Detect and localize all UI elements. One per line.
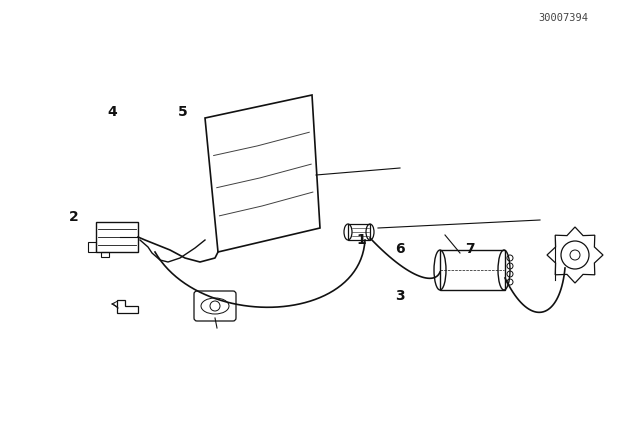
Bar <box>348 224 370 240</box>
Bar <box>96 222 138 252</box>
Text: 6: 6 <box>395 241 405 256</box>
Text: 30007394: 30007394 <box>538 13 588 23</box>
Bar <box>88 242 96 252</box>
Text: 3: 3 <box>395 289 405 303</box>
Text: 7: 7 <box>465 241 476 256</box>
Text: 2: 2 <box>68 210 79 224</box>
Bar <box>440 250 505 290</box>
Text: 5: 5 <box>177 105 188 119</box>
Text: 4: 4 <box>107 105 117 119</box>
Text: 1: 1 <box>356 233 367 247</box>
Bar <box>101 252 109 257</box>
